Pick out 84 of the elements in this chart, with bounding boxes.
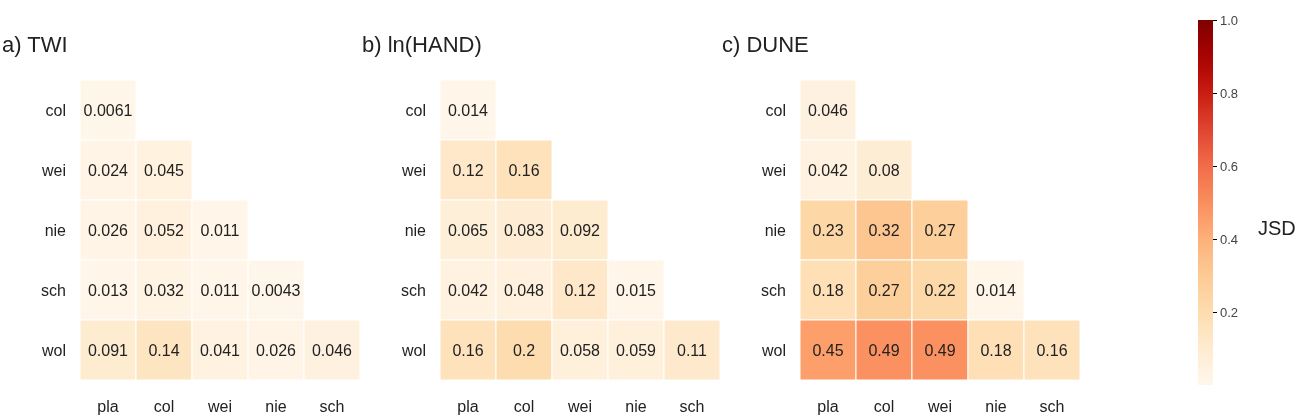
data-label: 0.042 <box>447 282 489 299</box>
color-bar-label: 1.0 <box>1220 12 1239 28</box>
y-tick-label: wei <box>760 162 786 179</box>
data-label: 0.49 <box>868 342 900 359</box>
x-tick-label: wei <box>566 398 593 415</box>
data-label: 0.042 <box>807 162 849 179</box>
data-label: 0.0043 <box>251 282 301 299</box>
data-label: 0.024 <box>87 162 129 179</box>
y-tick-label: col <box>405 102 426 119</box>
data-label: 0.041 <box>199 342 241 359</box>
data-label: 0.032 <box>143 282 185 299</box>
x-tick-label: sch <box>319 398 345 415</box>
color-bar-label: 0.2 <box>1220 304 1239 320</box>
data-label: 0.046 <box>807 102 849 119</box>
data-label: 0.18 <box>980 342 1012 359</box>
data-label: 0.16 <box>508 162 540 179</box>
y-tick-label: nie <box>44 222 67 239</box>
x-tick-label: sch <box>1039 398 1065 415</box>
data-label: 0.014 <box>447 102 489 119</box>
data-label: 0.11 <box>677 342 708 359</box>
y-tick-label: wol <box>760 342 786 359</box>
data-label: 0.092 <box>559 222 601 239</box>
y-tick-label: nie <box>764 222 787 239</box>
data-label: 0.046 <box>311 342 353 359</box>
y-tick-label: sch <box>41 282 66 299</box>
x-tick-label: wei <box>206 398 233 415</box>
data-label: 0.014 <box>975 282 1017 299</box>
data-label: 0.026 <box>87 222 129 239</box>
data-label: 0.12 <box>452 162 484 179</box>
chart-title: a) TWI <box>2 32 68 57</box>
chart-title: c) DUNE <box>722 32 809 57</box>
x-tick-label: col <box>513 398 535 415</box>
data-label: 0.27 <box>868 282 900 299</box>
y-tick-label: col <box>765 102 786 119</box>
data-label: 0.059 <box>615 342 657 359</box>
color-bar-label: 0.6 <box>1220 158 1239 174</box>
y-tick-label: sch <box>761 282 786 299</box>
data-label: 0.18 <box>812 282 844 299</box>
x-tick-label: col <box>873 398 895 415</box>
data-label: 0.23 <box>812 222 844 239</box>
y-tick-label: wol <box>400 342 426 359</box>
chart-title: b) ln(HAND) <box>362 32 482 57</box>
data-label: 0.026 <box>255 342 297 359</box>
color-bar-label: 0.8 <box>1220 85 1239 101</box>
data-label: 0.048 <box>503 282 545 299</box>
data-label: 0.08 <box>868 162 900 179</box>
color-bar-title: JSD <box>1258 217 1296 239</box>
data-label: 0.45 <box>812 342 844 359</box>
data-label: 0.011 <box>200 282 240 299</box>
x-tick-label: nie <box>265 398 287 415</box>
data-label: 0.49 <box>924 342 956 359</box>
data-label: 0.013 <box>87 282 129 299</box>
x-tick-label: pla <box>97 398 119 415</box>
y-tick-label: nie <box>404 222 427 239</box>
y-tick-label: wol <box>40 342 66 359</box>
data-label: 0.045 <box>143 162 185 179</box>
data-label: 0.16 <box>1036 342 1068 359</box>
y-tick-label: wei <box>400 162 426 179</box>
data-label: 0.22 <box>924 282 956 299</box>
y-tick-label: sch <box>401 282 426 299</box>
data-label: 0.058 <box>559 342 601 359</box>
data-label: 0.011 <box>200 222 240 239</box>
color-bar-label: 0.4 <box>1220 231 1239 247</box>
x-tick-label: wei <box>926 398 953 415</box>
data-label: 0.16 <box>452 342 484 359</box>
y-tick-label: wei <box>40 162 66 179</box>
data-label: 0.27 <box>924 222 956 239</box>
data-label: 0.12 <box>564 282 596 299</box>
x-tick-label: nie <box>985 398 1007 415</box>
data-label: 0.091 <box>87 342 129 359</box>
data-label: 0.32 <box>868 222 900 239</box>
data-label: 0.2 <box>512 342 536 359</box>
data-label: 0.0061 <box>83 102 133 119</box>
data-label: 0.015 <box>615 282 657 299</box>
data-label: 0.083 <box>503 222 545 239</box>
x-tick-label: col <box>153 398 175 415</box>
x-tick-label: pla <box>457 398 479 415</box>
data-label: 0.052 <box>143 222 185 239</box>
data-label: 0.065 <box>447 222 489 239</box>
x-tick-label: pla <box>817 398 839 415</box>
x-tick-label: sch <box>679 398 705 415</box>
x-tick-label: nie <box>625 398 647 415</box>
data-label: 0.14 <box>148 342 180 359</box>
y-tick-label: col <box>45 102 66 119</box>
